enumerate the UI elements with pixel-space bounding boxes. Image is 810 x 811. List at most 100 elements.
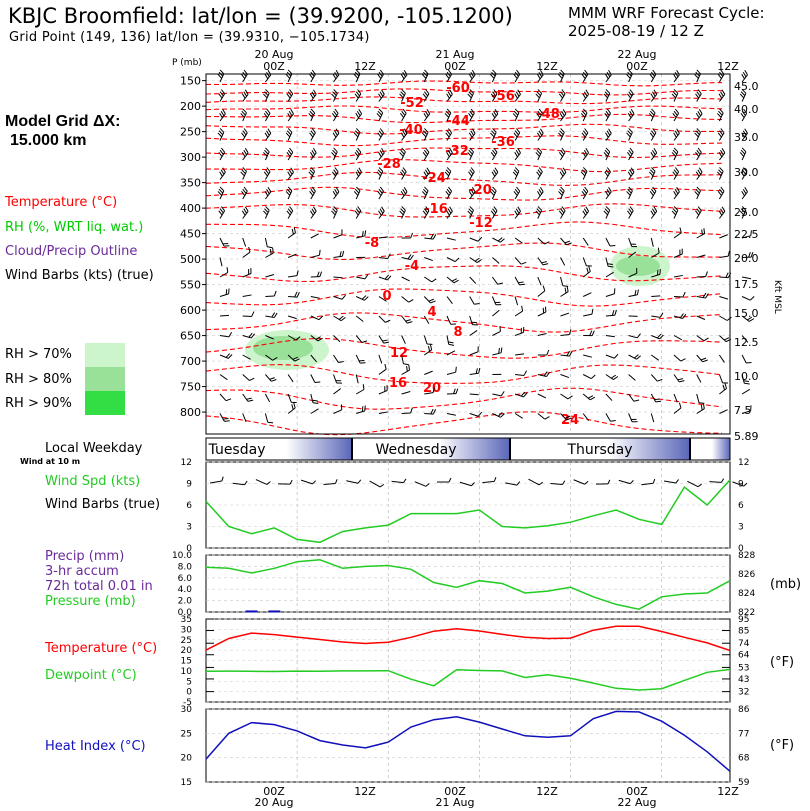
wind-barb-staff xyxy=(423,296,431,304)
wind-barb xyxy=(378,385,388,395)
wind-barb-flag xyxy=(356,110,361,117)
heat-unit-right: (°F) xyxy=(770,738,795,753)
wind-barb-flag xyxy=(492,91,497,97)
wind-barb xyxy=(355,374,359,384)
wind-barb xyxy=(719,383,727,395)
wind-barb-flag xyxy=(469,147,474,153)
temp-panel-frame xyxy=(205,618,731,703)
wind-barb xyxy=(628,393,640,402)
wind-barb-flag xyxy=(580,113,586,118)
wind-barb xyxy=(286,206,294,219)
wind-barb xyxy=(491,296,502,306)
temperature-isotherm xyxy=(205,186,723,201)
wind-barb xyxy=(651,295,661,297)
wind-barb-staff xyxy=(378,411,388,414)
wind-barb-flag xyxy=(246,397,252,400)
wind-barb-flag xyxy=(331,93,336,99)
wind-barb-flag xyxy=(694,74,699,79)
wind-barb-staff xyxy=(582,393,591,401)
surface-wind-barb-flag xyxy=(312,480,317,485)
wind-barb-flag xyxy=(611,374,617,379)
wind-barb xyxy=(739,206,747,219)
wind-barb-staff xyxy=(355,374,359,384)
wind-barb-flag xyxy=(582,210,587,216)
wind-barb-staff xyxy=(741,335,749,343)
wind-barb xyxy=(559,167,567,180)
wind-barb-staff xyxy=(696,233,705,239)
wind-barb-flag xyxy=(605,169,610,175)
precip-tick-label: 4.0 xyxy=(178,585,193,595)
wind-barb-flag xyxy=(312,402,319,404)
wind-barb-staff xyxy=(582,237,589,246)
wind-barb-staff xyxy=(242,273,252,278)
forecast-title: MMM WRF Forecast Cycle: xyxy=(568,4,765,22)
wind-barb-staff xyxy=(492,309,500,317)
wind-barb-staff xyxy=(264,393,271,403)
wind-barb-flag xyxy=(310,167,315,172)
wind-barb xyxy=(628,289,639,297)
wind-barb-staff xyxy=(265,354,273,361)
temperature-isotherm xyxy=(205,171,723,186)
wind-barb-flag xyxy=(514,151,518,158)
wind-barb-flag xyxy=(744,128,748,134)
wind-barb xyxy=(583,354,593,358)
surface-wind-barb-flag xyxy=(221,476,224,482)
wind-barb xyxy=(741,230,752,239)
local-weekday-label: Local Weekday xyxy=(45,441,143,456)
wind-barb-flag xyxy=(520,261,527,265)
wind-barb xyxy=(650,147,658,161)
wind-barb xyxy=(310,296,320,299)
wind-barb-flag xyxy=(739,210,745,216)
wind-tick-label-right: 0 xyxy=(738,544,744,554)
wind-barb-staff xyxy=(265,315,275,319)
wind-barb-flag xyxy=(562,285,569,287)
wind-tick-label: 9 xyxy=(186,480,192,490)
wind-barb-flag xyxy=(400,73,405,80)
wind-barb xyxy=(673,402,682,414)
wind-barb-flag xyxy=(718,110,723,116)
temperature-contour-label: -60 xyxy=(446,81,470,96)
wind-barb-flag xyxy=(243,149,248,156)
wind-barb xyxy=(582,147,590,161)
wind-barb-flag xyxy=(353,132,359,138)
wind-barb-staff xyxy=(719,335,727,343)
wind-barb-flag xyxy=(468,73,473,80)
wind-barb-flag xyxy=(584,186,589,192)
wind-barb-flag xyxy=(471,321,478,324)
wind-barb-flag xyxy=(671,93,677,99)
wind-barb xyxy=(287,402,296,414)
wind-barb xyxy=(331,108,339,122)
temperature-contour-label: -12 xyxy=(469,216,493,231)
wind-barb-flag xyxy=(608,186,612,193)
wind-barb xyxy=(537,413,550,420)
wind-barb-flag xyxy=(445,110,451,116)
wind-barb xyxy=(355,384,365,395)
wind-barb-staff xyxy=(401,276,410,282)
pressure-tick-label: 800 xyxy=(180,406,201,419)
wind-barb xyxy=(469,236,483,242)
wind-barb-flag xyxy=(220,169,225,175)
wind-barb-flag xyxy=(560,128,565,133)
wind-barb-staff xyxy=(287,335,297,341)
wind-barb-flag xyxy=(674,188,679,195)
wind-barb xyxy=(285,128,293,141)
wind-barb xyxy=(310,335,323,342)
wind-barb-flag xyxy=(490,151,495,157)
wind-barb-staff xyxy=(242,237,247,247)
surface-wind-barb-staff xyxy=(482,480,495,484)
wind-barb-flag xyxy=(309,93,314,99)
wind-barb-flag xyxy=(377,73,382,79)
wind-barb xyxy=(331,206,338,219)
wind-barb-staff xyxy=(287,253,297,258)
wind-barb xyxy=(648,167,656,180)
wind-barb-flag xyxy=(568,351,573,357)
surface-wind-barb-flag xyxy=(516,481,521,486)
wind-barb-flag xyxy=(248,269,250,275)
wind-barb-flag xyxy=(219,69,225,75)
wind-barb xyxy=(446,147,453,161)
wind-barb xyxy=(537,257,549,266)
height-tick-label: 45.0 xyxy=(734,80,759,93)
surface-wind-barb-staff xyxy=(346,480,359,484)
pressure-tick-label: 450 xyxy=(180,228,201,241)
wind-barb-flag xyxy=(311,128,316,134)
